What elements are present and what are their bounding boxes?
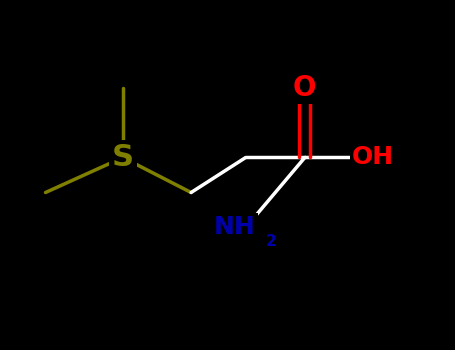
- Text: S: S: [112, 143, 134, 172]
- Text: O: O: [293, 74, 317, 102]
- Text: OH: OH: [352, 146, 394, 169]
- Text: 2: 2: [265, 234, 276, 249]
- Text: NH: NH: [213, 216, 255, 239]
